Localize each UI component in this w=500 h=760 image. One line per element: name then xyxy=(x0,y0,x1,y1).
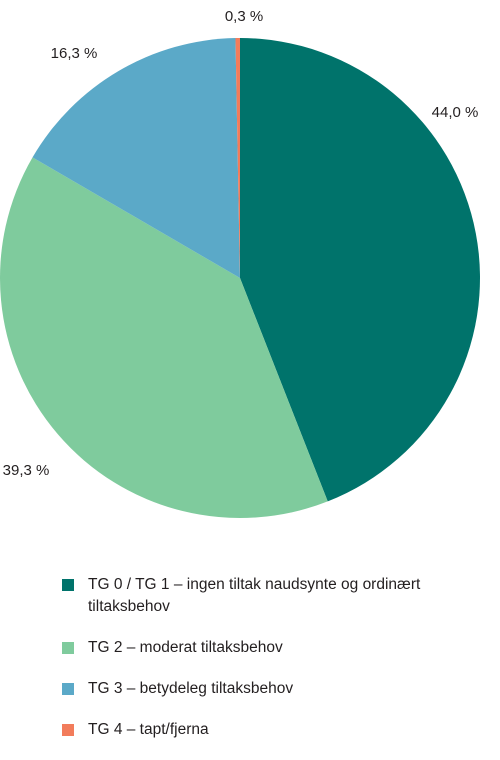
legend-swatch xyxy=(62,579,74,591)
legend-item-1: TG 0 / TG 1 – ingen tiltak naudsynte og … xyxy=(62,574,482,618)
pie-slice-3 xyxy=(32,38,240,278)
legend-item-3: TG 3 – betydeleg tiltaksbehov xyxy=(62,678,482,700)
legend-label: TG 4 – tapt/fjerna xyxy=(88,721,209,738)
legend: TG 0 / TG 1 – ingen tiltak naudsynte og … xyxy=(62,574,482,760)
legend-label: TG 3 – betydeleg tiltaksbehov xyxy=(88,680,294,697)
legend-label: TG 2 – moderat tiltaksbehov xyxy=(88,639,283,656)
slice-value-label-2: 39,3 % xyxy=(3,462,50,479)
pie-slices xyxy=(0,38,481,518)
slice-value-label-1: 44,0 % xyxy=(432,104,479,121)
pie-plot-area: 44,0 % 39,3 % 16,3 % 0,3 % xyxy=(0,8,481,518)
legend-label: TG 0 / TG 1 – ingen tiltak naudsynte og … xyxy=(88,576,421,615)
legend-swatch xyxy=(62,642,74,654)
legend-swatch xyxy=(62,683,74,695)
pie-slice-1 xyxy=(240,38,481,502)
legend-swatch xyxy=(62,724,74,736)
pie-slice-4 xyxy=(235,38,240,278)
pie-slice-2 xyxy=(0,157,328,518)
slice-value-label-4: 0,3 % xyxy=(225,8,263,25)
slice-value-label-3: 16,3 % xyxy=(51,45,98,62)
legend-item-4: TG 4 – tapt/fjerna xyxy=(62,719,482,741)
pie-value-labels: 44,0 % 39,3 % 16,3 % 0,3 % xyxy=(3,8,479,479)
legend-item-2: TG 2 – moderat tiltaksbehov xyxy=(62,637,482,659)
